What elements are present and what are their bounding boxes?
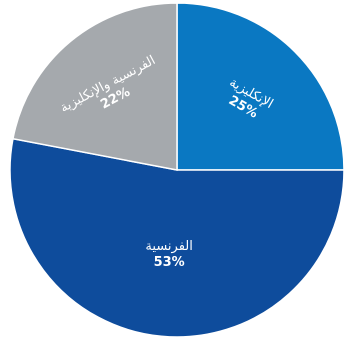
pie-slice-english [176, 2, 345, 171]
pie-slice-french [9, 137, 345, 338]
slice-value-french: 53% [154, 255, 185, 270]
slice-name-french: الفرنسية [145, 239, 192, 254]
pie-slice-french-and-english [12, 2, 178, 171]
